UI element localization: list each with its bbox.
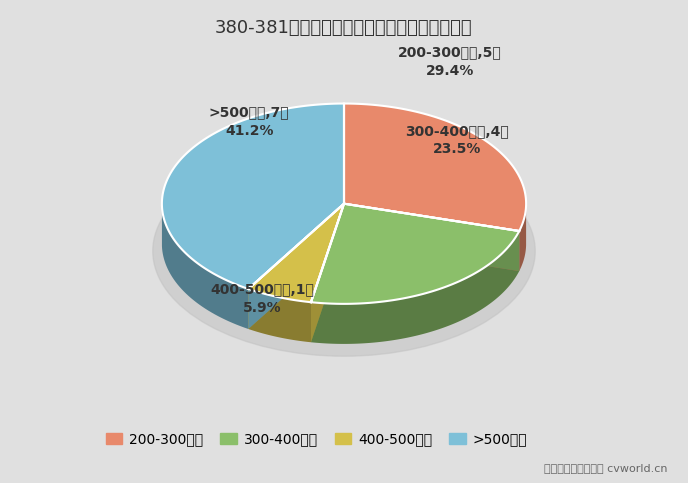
Text: >500马力,7款
41.2%: >500马力,7款 41.2% (209, 106, 290, 138)
Polygon shape (311, 204, 344, 342)
Polygon shape (311, 231, 519, 344)
Text: 380-381批新车申报公示解放新产品马力段分布: 380-381批新车申报公示解放新产品马力段分布 (215, 19, 473, 37)
Legend: 200-300马力, 300-400马力, 400-500马力, >500马力: 200-300马力, 300-400马力, 400-500马力, >500马力 (100, 427, 533, 452)
Polygon shape (248, 289, 311, 342)
Polygon shape (344, 204, 519, 271)
Polygon shape (248, 204, 344, 302)
Text: 制图：第一商用车网 cvworld.cn: 制图：第一商用车网 cvworld.cn (544, 463, 667, 473)
Polygon shape (162, 206, 248, 329)
Polygon shape (248, 204, 344, 329)
Text: 400-500马力,1款
5.9%: 400-500马力,1款 5.9% (210, 282, 314, 314)
Polygon shape (344, 103, 526, 231)
Polygon shape (311, 204, 344, 342)
Polygon shape (162, 103, 344, 289)
Ellipse shape (153, 146, 535, 356)
Text: 200-300马力,5款
29.4%: 200-300马力,5款 29.4% (398, 45, 502, 78)
Polygon shape (248, 204, 344, 329)
Polygon shape (344, 204, 519, 271)
Polygon shape (519, 205, 526, 271)
Polygon shape (311, 204, 519, 304)
Text: 300-400马力,4款
23.5%: 300-400马力,4款 23.5% (405, 124, 509, 156)
